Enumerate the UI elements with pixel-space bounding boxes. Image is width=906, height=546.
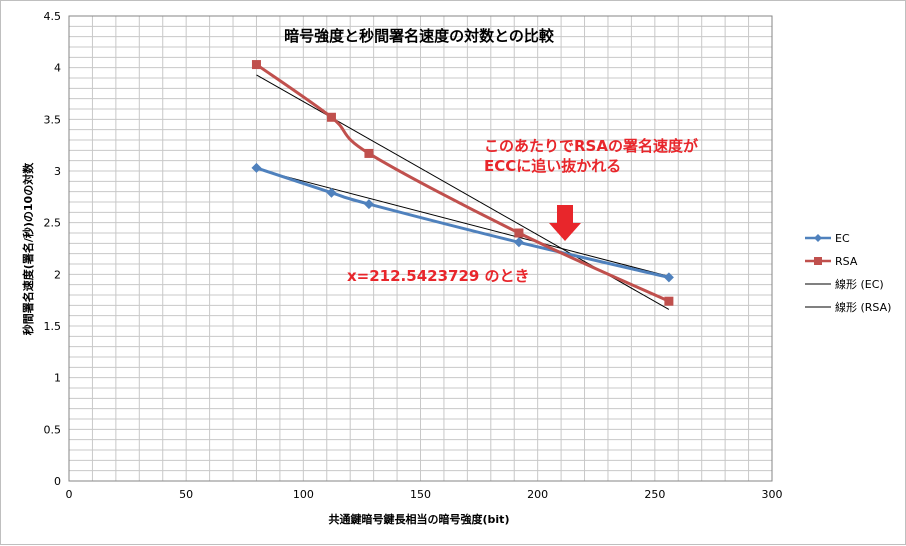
data-point-ec	[363, 199, 374, 210]
x-axis-label: 共通鍵暗号鍵長相当の暗号強度(bit)	[329, 512, 510, 526]
data-point-rsa	[364, 148, 374, 158]
data-point-ec	[663, 272, 674, 283]
legend-item-trend-ec: 線形 (EC)	[805, 277, 884, 291]
y-tick-label: 2.5	[44, 217, 62, 230]
y-tick-label: 3	[54, 165, 61, 178]
data-point-rsa	[326, 112, 336, 122]
plot-border	[68, 15, 773, 482]
y-tick-label: 1.5	[44, 320, 62, 333]
x-tick-label: 250	[644, 488, 665, 501]
y-tick-label: 0.5	[44, 423, 62, 436]
down-arrow-icon	[549, 205, 581, 241]
chart-title: 暗号強度と秒間署名速度の対数との比較	[284, 27, 555, 45]
y-tick-label: 4	[54, 62, 61, 75]
annotation-line-2: ECCに追い抜かれる	[484, 157, 621, 175]
legend-label-ec: EC	[835, 232, 850, 245]
data-point-ec	[326, 187, 337, 198]
x-tick-label: 200	[527, 488, 548, 501]
y-axis-label: 秒間署名速度(署名/秒)の10の対数	[21, 162, 35, 335]
annotation-line-1: このあたりでRSAの署名速度が	[484, 137, 699, 155]
data-point-ec	[251, 162, 262, 173]
y-tick-label: 1	[54, 372, 61, 385]
y-tick-label: 0	[54, 475, 61, 488]
legend-label-trend-ec: 線形 (EC)	[835, 277, 884, 291]
data-point-rsa	[514, 228, 524, 238]
legend-item-ec: EC	[805, 232, 850, 245]
x-tick-label: 50	[179, 488, 193, 501]
crossing-annotation: x=212.5423729 のとき	[347, 267, 530, 285]
x-tick-label: 100	[293, 488, 314, 501]
y-axis-ticks: 0 0.5 1 1.5 2 2.5 3 3.5 4 4.5	[44, 10, 62, 488]
legend-label-rsa: RSA	[835, 255, 858, 268]
x-tick-label: 0	[66, 488, 73, 501]
grid	[69, 16, 772, 481]
x-tick-label: 150	[410, 488, 431, 501]
data-point-ec	[513, 237, 524, 248]
y-tick-label: 4.5	[44, 10, 62, 23]
data-point-rsa	[251, 60, 261, 70]
legend-item-rsa: RSA	[805, 255, 858, 268]
legend: EC RSA 線形 (EC) 線形 (RSA)	[805, 232, 891, 314]
data-point-rsa	[664, 296, 674, 306]
trendline-0	[256, 168, 670, 277]
x-axis-ticks: 0 50 100 150 200 250 300	[66, 488, 783, 501]
legend-item-trend-rsa: 線形 (RSA)	[805, 300, 891, 314]
y-tick-label: 2	[54, 268, 61, 281]
series-line-rsa	[255, 63, 670, 303]
y-tick-label: 3.5	[44, 113, 62, 126]
series-lines	[251, 60, 674, 306]
series-line-ec	[255, 166, 670, 279]
x-tick-label: 300	[762, 488, 783, 501]
legend-label-trend-rsa: 線形 (RSA)	[835, 300, 891, 314]
